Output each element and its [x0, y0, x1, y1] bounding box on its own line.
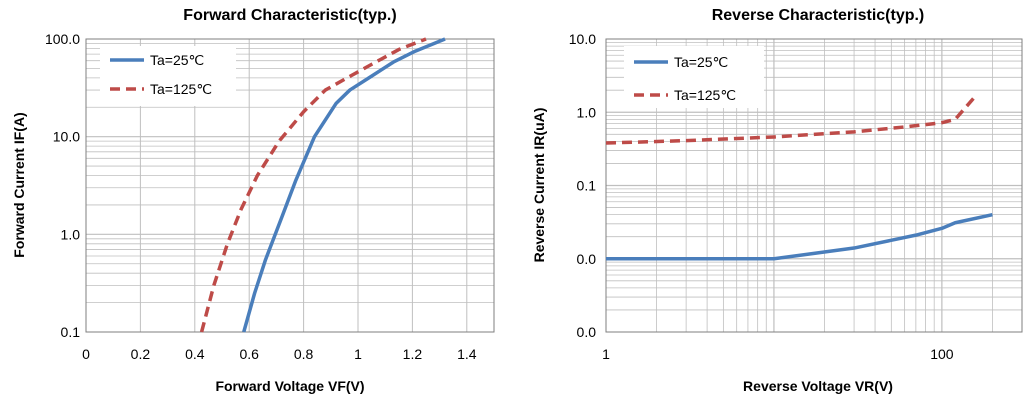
forward-y-tick-label: 1.0 — [61, 226, 81, 242]
forward-x-tick-label: 1 — [354, 346, 362, 362]
forward-legend-box — [100, 46, 236, 106]
reverse-ticks: 1 100 0.0 0.0 0.1 1.0 10.0 — [569, 31, 954, 362]
forward-x-tick-label: 0.8 — [294, 346, 314, 362]
forward-chart-title: Forward Characteristic(typ.) — [183, 7, 396, 24]
forward-x-tick-label: 1.4 — [457, 346, 477, 362]
forward-y-tick-label: 0.1 — [61, 324, 81, 340]
forward-legend: Ta=25℃ Ta=125℃ — [100, 46, 236, 106]
forward-ticks: 0 0.2 0.4 0.6 0.8 1 1.2 1.4 0.1 1.0 10.0 100.0 — [45, 31, 477, 362]
reverse-y-axis-label: Reverse Current IR(uA) — [531, 108, 547, 263]
forward-x-tick-label: 0 — [82, 346, 90, 362]
reverse-x-tick-label: 100 — [930, 346, 954, 362]
forward-x-tick-label: 0.2 — [131, 346, 151, 362]
forward-x-tick-label: 1.2 — [403, 346, 423, 362]
forward-series — [199, 37, 446, 333]
reverse-series-25-line — [606, 212, 993, 261]
forward-plot-frame — [85, 38, 495, 333]
reverse-y-tick-label: 0.0 — [577, 251, 597, 267]
reverse-x-axis-label: Reverse Voltage VR(V) — [743, 378, 893, 394]
reverse-series — [605, 94, 993, 261]
reverse-y-tick-label: 1.0 — [577, 104, 597, 120]
reverse-legend: Ta=25℃ Ta=125℃ — [624, 46, 764, 108]
reverse-x-tick-label: 1 — [602, 346, 610, 362]
reverse-chart-title: Reverse Characteristic(typ.) — [712, 7, 925, 24]
forward-series-125-line — [199, 37, 427, 333]
reverse-y-tick-label: 10.0 — [569, 31, 596, 47]
reverse-y-tick-label: 0.1 — [577, 178, 597, 194]
reverse-y-tick-label: 0.0 — [577, 324, 597, 340]
forward-y-tick-label: 10.0 — [53, 129, 80, 145]
forward-grid — [86, 39, 494, 332]
reverse-legend-label-125: Ta=125℃ — [674, 87, 736, 103]
reverse-legend-label-25: Ta=25℃ — [674, 54, 728, 70]
forward-x-tick-label: 0.6 — [239, 346, 259, 362]
forward-x-tick-label: 0.4 — [185, 346, 205, 362]
reverse-series-125-line — [605, 94, 978, 145]
reverse-legend-box — [624, 46, 764, 108]
forward-legend-label-125: Ta=125℃ — [150, 81, 212, 97]
forward-legend-label-25: Ta=25℃ — [150, 52, 204, 68]
forward-series-25-line — [242, 37, 446, 333]
forward-x-axis-label: Forward Voltage VF(V) — [215, 378, 364, 394]
forward-y-tick-label: 100.0 — [45, 31, 80, 47]
forward-y-axis-label: Forward Current IF(A) — [11, 112, 27, 257]
reverse-plot-frame — [605, 38, 1023, 333]
